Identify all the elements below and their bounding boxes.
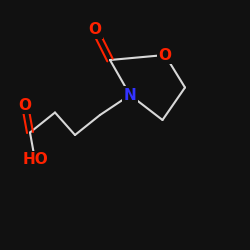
Text: O: O bbox=[18, 98, 32, 112]
Text: N: N bbox=[124, 88, 136, 102]
Text: HO: HO bbox=[22, 152, 48, 168]
Text: O: O bbox=[88, 22, 102, 38]
Text: O: O bbox=[158, 48, 172, 62]
